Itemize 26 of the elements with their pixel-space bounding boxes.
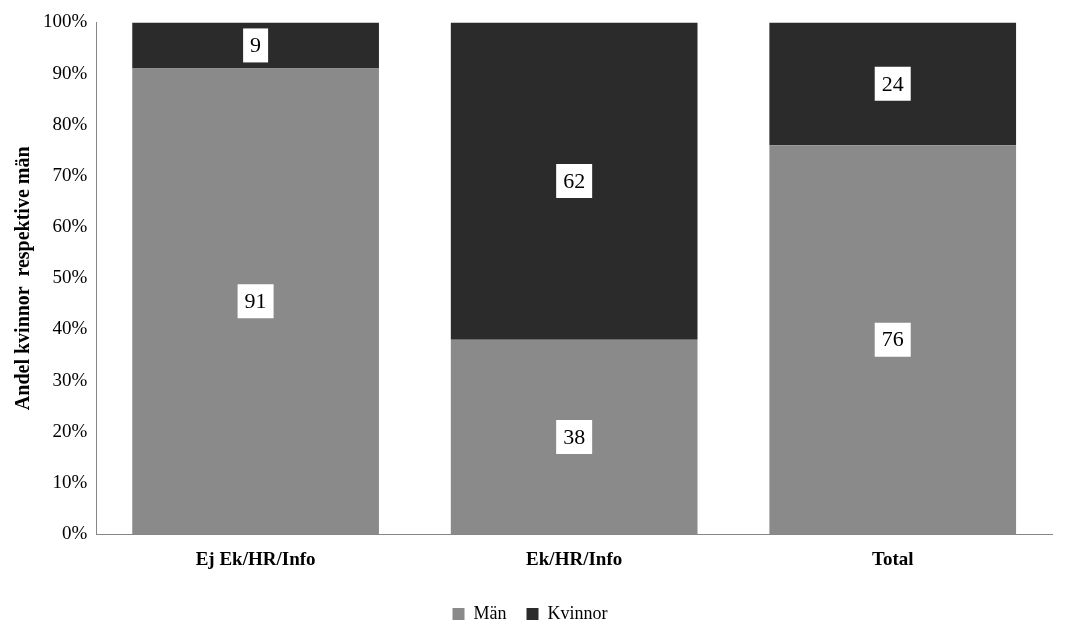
data-label: 24: [881, 70, 904, 96]
bar: [132, 22, 379, 69]
legend-label: Kvinnor: [547, 602, 608, 623]
y-tick-label: 30%: [52, 368, 88, 390]
y-tick-label: 60%: [52, 215, 88, 237]
y-tick-label: 40%: [52, 317, 88, 339]
data-label: 38: [563, 423, 586, 449]
data-label: 76: [881, 326, 904, 352]
y-tick-label: 50%: [52, 266, 88, 288]
y-tick-label: 80%: [52, 112, 88, 134]
data-label: 62: [563, 167, 586, 193]
y-tick-label: 70%: [52, 163, 88, 185]
bar: [450, 22, 698, 340]
y-tick-label: 90%: [52, 61, 88, 83]
y-tick-label: 20%: [52, 419, 88, 441]
data-label: 91: [244, 288, 267, 314]
legend-label: Män: [473, 602, 507, 623]
x-tick-label: Ej Ek/HR/Info: [195, 547, 316, 569]
y-tick-label: 0%: [62, 522, 88, 544]
data-label: 9: [250, 32, 262, 58]
y-tick-label: 10%: [52, 471, 88, 492]
y-tick-label: 100%: [43, 10, 88, 32]
x-tick-label: Total: [871, 547, 914, 569]
bar: [769, 22, 1017, 146]
y-axis-title: Andel kvinnor respektive män: [11, 146, 35, 411]
x-tick-label: Ek/HR/Info: [526, 547, 623, 569]
